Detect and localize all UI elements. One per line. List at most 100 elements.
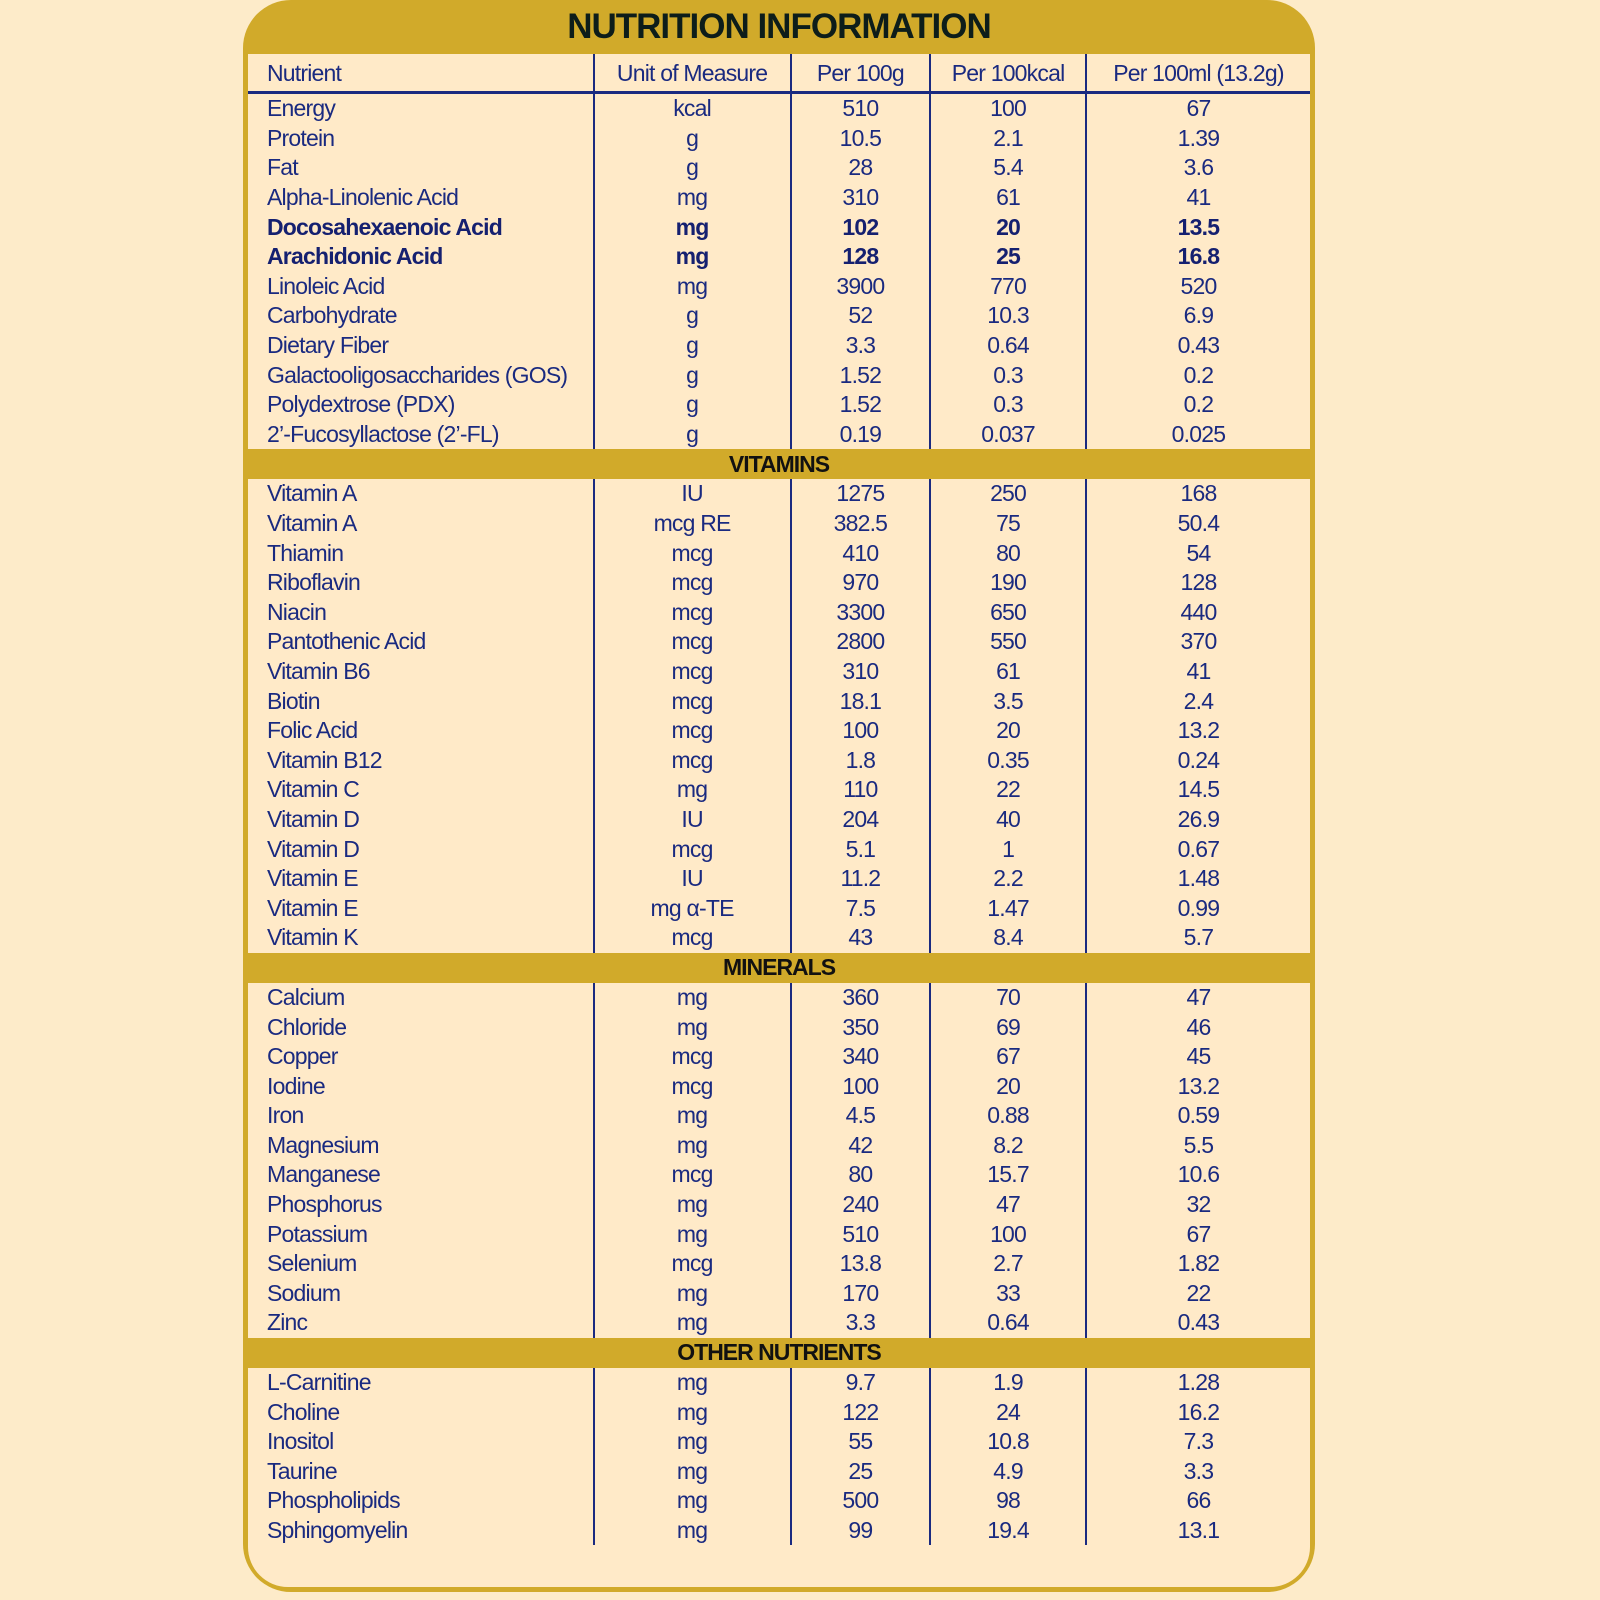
per-100ml: 7.3 bbox=[1084, 1426, 1310, 1457]
unit: mg bbox=[592, 271, 791, 302]
per-100kcal: 98 bbox=[929, 1486, 1086, 1516]
per-100kcal: 4.9 bbox=[929, 1456, 1086, 1487]
per-100g: 500 bbox=[789, 1486, 931, 1516]
nutrient-name: Docosahexaenoic Acid bbox=[267, 213, 503, 240]
per-100ml: 5.5 bbox=[1084, 1130, 1310, 1161]
per-100g: 11.2 bbox=[789, 863, 931, 894]
per-100kcal: 0.037 bbox=[929, 419, 1086, 450]
unit: g bbox=[592, 301, 791, 331]
nutrient-name: Pantothenic Acid bbox=[267, 628, 426, 655]
unit: mg bbox=[592, 1486, 791, 1516]
per-100ml: 0.24 bbox=[1084, 745, 1310, 776]
per-100kcal: 2.2 bbox=[929, 863, 1086, 894]
nutrient-name: Choline bbox=[267, 1398, 340, 1425]
nutrient-name: Chloride bbox=[267, 1013, 347, 1040]
nutrient-name: Polydextrose (PDX) bbox=[267, 391, 455, 418]
per-100ml: 0.2 bbox=[1084, 360, 1310, 390]
table-row: Arachidonic Acid mg 128 25 16.8 bbox=[248, 241, 1310, 272]
per-100g: 52 bbox=[789, 301, 931, 331]
unit: g bbox=[592, 419, 791, 450]
per-100kcal: 190 bbox=[929, 567, 1086, 598]
table-row: Vitamin C mg 110 22 14.5 bbox=[248, 775, 1310, 805]
table-row: Vitamin D IU 204 40 26.9 bbox=[248, 804, 1310, 835]
header-row: Nutrient Unit of Measure Per 100g Per 10… bbox=[248, 54, 1310, 94]
per-100g: 110 bbox=[789, 775, 931, 805]
unit: g bbox=[592, 153, 791, 183]
per-100kcal: 33 bbox=[929, 1278, 1086, 1309]
unit: mg bbox=[592, 1219, 791, 1249]
per-100kcal: 1.47 bbox=[929, 893, 1086, 924]
nutrient-name: Potassium bbox=[267, 1220, 368, 1247]
table-row: Sodium mg 170 33 22 bbox=[248, 1278, 1310, 1309]
unit: mg bbox=[592, 1101, 791, 1131]
nutrient-name: Sodium bbox=[267, 1279, 341, 1306]
per-100g: 360 bbox=[789, 982, 931, 1013]
per-100g: 1.52 bbox=[789, 360, 931, 390]
per-100ml: 50.4 bbox=[1084, 508, 1310, 539]
unit: mg bbox=[592, 1397, 791, 1427]
table-row: Potassium mg 510 100 67 bbox=[248, 1219, 1310, 1249]
per-100g: 13.8 bbox=[789, 1248, 931, 1279]
per-100ml: 54 bbox=[1084, 538, 1310, 568]
unit: g bbox=[592, 360, 791, 390]
table-row: Vitamin D mcg 5.1 1 0.67 bbox=[248, 834, 1310, 864]
nutrition-panel: NUTRITION INFORMATION Nutrient Unit of M… bbox=[243, 0, 1315, 1592]
nutrition-table: Nutrient Unit of Measure Per 100g Per 10… bbox=[248, 54, 1310, 1546]
panel-title: NUTRITION INFORMATION bbox=[567, 7, 992, 46]
unit: mcg bbox=[592, 538, 791, 568]
per-100ml: 13.1 bbox=[1084, 1515, 1310, 1546]
nutrition-table-area: Nutrient Unit of Measure Per 100g Per 10… bbox=[248, 54, 1310, 1587]
table-row: Niacin mcg 3300 650 440 bbox=[248, 597, 1310, 628]
per-100ml: 3.3 bbox=[1084, 1456, 1310, 1487]
unit: mg bbox=[592, 182, 791, 213]
nutrient-name: Vitamin E bbox=[267, 894, 359, 921]
table-row: Vitamin K mcg 43 8.4 5.7 bbox=[248, 923, 1310, 953]
per-100kcal: 0.64 bbox=[929, 1308, 1086, 1338]
per-100g: 80 bbox=[789, 1160, 931, 1190]
table-row: Thiamin mcg 410 80 54 bbox=[248, 538, 1310, 568]
nutrient-name: Carbohydrate bbox=[267, 302, 398, 329]
per-100ml: 0.2 bbox=[1084, 389, 1310, 420]
nutrient-name: Vitamin A bbox=[267, 480, 357, 507]
table-row: Selenium mcg 13.8 2.7 1.82 bbox=[248, 1248, 1310, 1279]
nutrient-name: Linoleic Acid bbox=[267, 272, 385, 299]
per-100g: 0.19 bbox=[789, 419, 931, 450]
per-100ml: 0.59 bbox=[1084, 1101, 1310, 1131]
per-100ml: 13.2 bbox=[1084, 1071, 1310, 1101]
nutrient-name: Copper bbox=[267, 1043, 338, 1070]
per-100kcal: 0.3 bbox=[929, 360, 1086, 390]
per-100ml: 10.6 bbox=[1084, 1160, 1310, 1190]
unit: mg bbox=[592, 241, 791, 272]
unit: IU bbox=[592, 863, 791, 894]
per-100ml: 0.43 bbox=[1084, 330, 1310, 361]
table-row: Vitamin B12 mcg 1.8 0.35 0.24 bbox=[248, 745, 1310, 776]
per-100kcal: 40 bbox=[929, 804, 1086, 835]
per-100g: 240 bbox=[789, 1189, 931, 1220]
nutrient-name: Magnesium bbox=[267, 1131, 379, 1158]
per-100g: 10.5 bbox=[789, 123, 931, 154]
nutrient-name: Selenium bbox=[267, 1250, 357, 1277]
unit: mcg bbox=[592, 627, 791, 657]
per-100g: 3.3 bbox=[789, 330, 931, 361]
unit: mcg bbox=[592, 715, 791, 746]
per-100kcal: 75 bbox=[929, 508, 1086, 539]
per-100kcal: 70 bbox=[929, 982, 1086, 1013]
per-100g: 2800 bbox=[789, 627, 931, 657]
table-row: Linoleic Acid mg 3900 770 520 bbox=[248, 271, 1310, 302]
unit: mcg bbox=[592, 1071, 791, 1101]
unit: g bbox=[592, 123, 791, 154]
table-row: Manganese mcg 80 15.7 10.6 bbox=[248, 1160, 1310, 1190]
unit: mg bbox=[592, 1426, 791, 1457]
per-100kcal: 47 bbox=[929, 1189, 1086, 1220]
section-heading: OTHER NUTRIENTS bbox=[248, 1337, 1310, 1368]
nutrient-name: Vitamin B12 bbox=[267, 746, 383, 773]
per-100g: 340 bbox=[789, 1041, 931, 1072]
per-100kcal: 20 bbox=[929, 715, 1086, 746]
per-100g: 122 bbox=[789, 1397, 931, 1427]
per-100ml: 1.28 bbox=[1084, 1367, 1310, 1398]
table-row: Dietary Fiber g 3.3 0.64 0.43 bbox=[248, 330, 1310, 361]
table-row: Copper mcg 340 67 45 bbox=[248, 1041, 1310, 1072]
per-100ml: 14.5 bbox=[1084, 775, 1310, 805]
unit: mg bbox=[592, 1367, 791, 1398]
table-row: Magnesium mg 42 8.2 5.5 bbox=[248, 1130, 1310, 1161]
